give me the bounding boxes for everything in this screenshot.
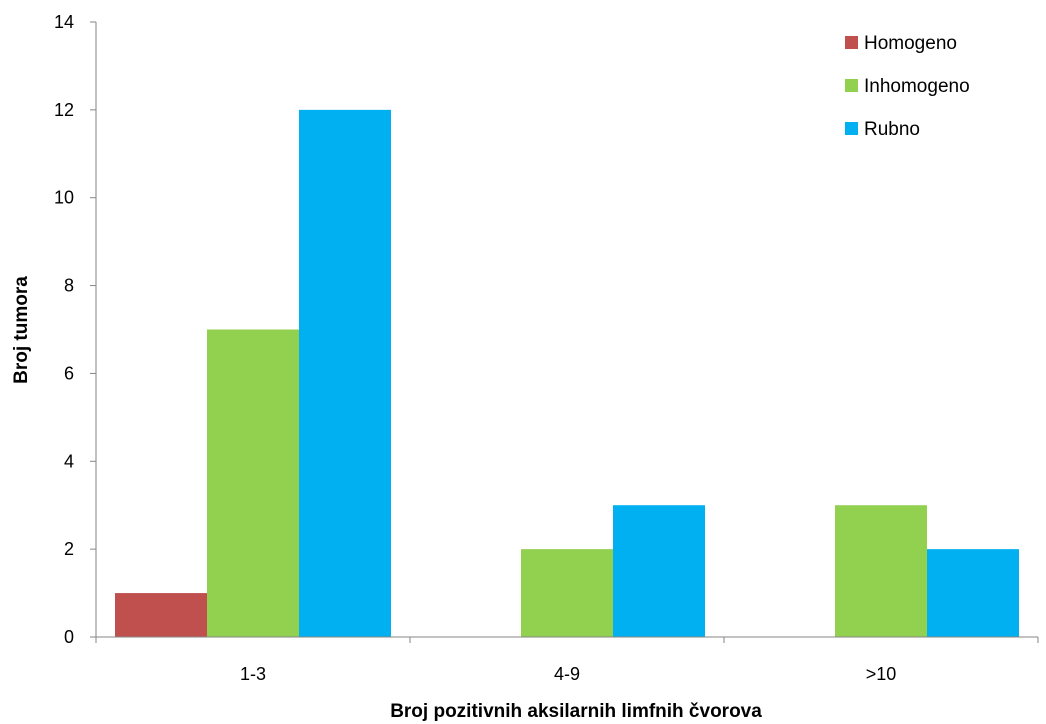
x-axis-title: Broj pozitivnih aksilarnih limfnih čvoro… (390, 701, 762, 722)
legend-label-homogeno: Homogeno (864, 33, 957, 54)
x-tick-label: 4-9 (554, 664, 580, 684)
x-tick-label: 1-3 (240, 664, 266, 684)
y-axis-ticks: 0 2 4 6 8 10 12 14 (54, 12, 96, 647)
y-tick-label: 2 (64, 539, 74, 559)
y-tick-label: 12 (54, 100, 74, 120)
bar-inhomogeno-10 (835, 505, 927, 637)
legend-label-inhomogeno: Inhomogeno (864, 76, 970, 97)
bar-rubno-49 (613, 505, 705, 637)
legend-swatch-rubno (845, 122, 858, 135)
y-axis-title: Broj tumora (11, 276, 32, 384)
x-axis-ticks: 1-3 4-9 >10 (95, 637, 1039, 684)
bar-rubno-10 (927, 549, 1019, 637)
legend: Homogeno Inhomogeno Rubno (845, 33, 970, 140)
legend-label-rubno: Rubno (864, 119, 920, 140)
bar-rubno-13 (299, 109, 391, 638)
y-tick-label: 6 (64, 363, 74, 383)
y-tick-label: 0 (64, 627, 74, 647)
y-tick-label: 10 (54, 188, 74, 208)
bars-group (115, 109, 1019, 638)
bar-inhomogeno-13 (207, 329, 299, 637)
legend-swatch-inhomogeno (845, 79, 858, 92)
y-tick-label: 8 (64, 276, 74, 296)
legend-swatch-homogeno (845, 36, 858, 49)
y-tick-label: 4 (64, 451, 74, 471)
y-tick-label: 14 (54, 12, 74, 32)
x-tick-label: >10 (866, 664, 897, 684)
bar-inhomogeno-49 (521, 549, 613, 637)
bar-homogeno-13 (115, 593, 207, 637)
